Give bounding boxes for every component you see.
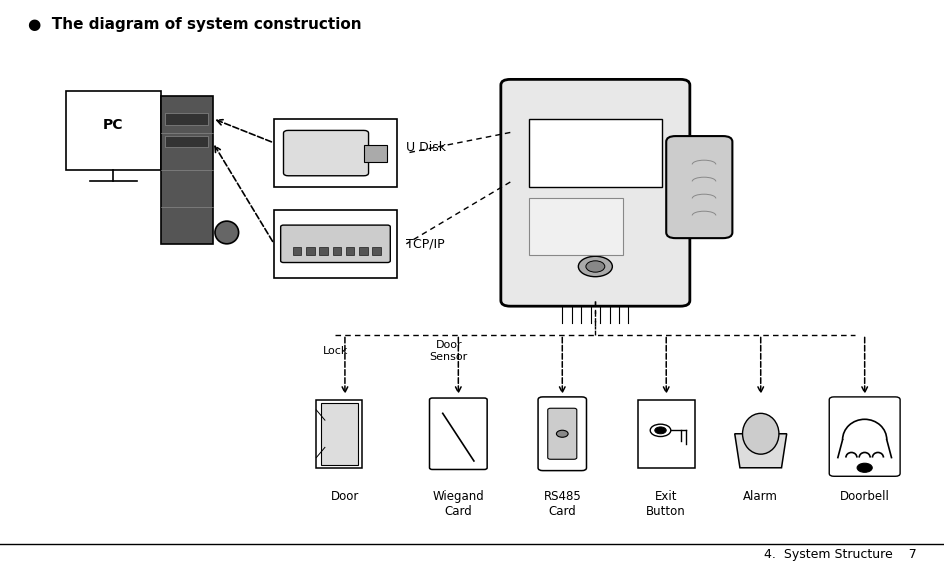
Text: PC: PC <box>103 118 124 132</box>
Circle shape <box>556 430 567 437</box>
Text: Wiegand
Card: Wiegand Card <box>432 490 483 518</box>
Polygon shape <box>734 434 785 468</box>
Circle shape <box>654 427 666 434</box>
Bar <box>316 400 362 468</box>
Text: Lock: Lock <box>323 346 347 356</box>
Text: ●  The diagram of system construction: ● The diagram of system construction <box>28 17 362 32</box>
FancyBboxPatch shape <box>666 136 732 238</box>
FancyBboxPatch shape <box>529 119 661 187</box>
FancyBboxPatch shape <box>429 398 487 469</box>
Circle shape <box>585 261 604 272</box>
Bar <box>363 145 387 162</box>
Bar <box>165 136 208 147</box>
Text: Alarm: Alarm <box>743 490 777 503</box>
Circle shape <box>856 463 871 472</box>
FancyBboxPatch shape <box>274 119 396 187</box>
FancyBboxPatch shape <box>529 198 622 255</box>
Text: Doorbell: Doorbell <box>839 490 888 503</box>
FancyBboxPatch shape <box>280 225 390 263</box>
Bar <box>359 247 367 255</box>
Text: Exit
Button: Exit Button <box>646 490 685 518</box>
Bar <box>332 247 341 255</box>
Text: U Disk: U Disk <box>406 141 446 154</box>
Text: Door
Sensor: Door Sensor <box>430 340 467 362</box>
Text: Door: Door <box>330 490 359 503</box>
Bar <box>165 113 208 125</box>
Bar <box>321 403 358 465</box>
Ellipse shape <box>214 221 238 244</box>
FancyBboxPatch shape <box>274 210 396 278</box>
FancyBboxPatch shape <box>548 408 576 459</box>
Text: TCP/IP: TCP/IP <box>406 238 445 250</box>
Bar <box>346 247 354 255</box>
Circle shape <box>649 424 670 437</box>
Bar <box>293 247 301 255</box>
Text: 4.  System Structure    7: 4. System Structure 7 <box>763 548 916 561</box>
Ellipse shape <box>742 413 778 454</box>
Circle shape <box>578 256 612 277</box>
FancyBboxPatch shape <box>283 130 368 176</box>
FancyBboxPatch shape <box>637 400 694 468</box>
Bar <box>372 247 380 255</box>
Bar <box>319 247 328 255</box>
FancyBboxPatch shape <box>537 397 586 471</box>
FancyBboxPatch shape <box>500 79 689 306</box>
Bar <box>306 247 314 255</box>
FancyBboxPatch shape <box>160 96 212 244</box>
Text: RS485
Card: RS485 Card <box>543 490 581 518</box>
FancyBboxPatch shape <box>66 91 160 170</box>
